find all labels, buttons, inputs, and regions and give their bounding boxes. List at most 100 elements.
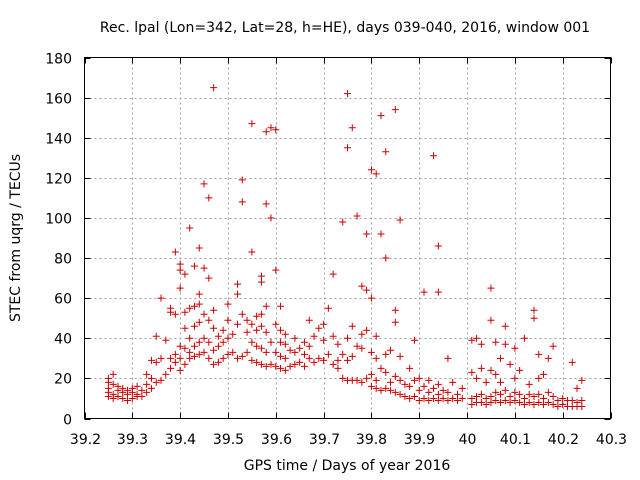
- data-point: [281, 330, 289, 338]
- data-point: [516, 366, 524, 374]
- data-point: [396, 352, 404, 360]
- data-point: [525, 398, 533, 406]
- y-tick-label: 20: [54, 372, 72, 388]
- data-point: [195, 338, 203, 346]
- data-point: [482, 400, 490, 408]
- data-point: [248, 320, 256, 328]
- data-point: [238, 352, 246, 360]
- data-point: [119, 384, 127, 392]
- data-point: [181, 308, 189, 316]
- data-point: [291, 334, 299, 342]
- data-point: [339, 374, 347, 382]
- data-point: [434, 396, 442, 404]
- data-point: [234, 290, 242, 298]
- x-tick-label: 39.7: [309, 432, 340, 448]
- data-point: [262, 348, 270, 356]
- data-point: [210, 346, 218, 354]
- data-point: [363, 230, 371, 238]
- data-point: [367, 370, 375, 378]
- data-point: [167, 364, 175, 372]
- data-point: [320, 320, 328, 328]
- data-point: [415, 386, 423, 394]
- data-point: [372, 354, 380, 362]
- data-point: [300, 350, 308, 358]
- data-point: [195, 318, 203, 326]
- data-point: [200, 264, 208, 272]
- data-point: [205, 354, 213, 362]
- data-point: [248, 248, 256, 256]
- data-point: [205, 338, 213, 346]
- data-point: [277, 302, 285, 310]
- data-point: [281, 366, 289, 374]
- data-point: [267, 338, 275, 346]
- data-point: [152, 378, 160, 386]
- data-point: [434, 242, 442, 250]
- data-point: [434, 288, 442, 296]
- data-point: [511, 344, 519, 352]
- data-point: [482, 378, 490, 386]
- data-point: [167, 354, 175, 362]
- data-point: [243, 316, 251, 324]
- data-point: [339, 218, 347, 226]
- data-point: [205, 274, 213, 282]
- data-point: [382, 350, 390, 358]
- data-point: [377, 364, 385, 372]
- data-point: [262, 200, 270, 208]
- data-point: [367, 348, 375, 356]
- data-point: [391, 388, 399, 396]
- data-point: [238, 198, 246, 206]
- data-point: [133, 382, 141, 390]
- data-point: [535, 390, 543, 398]
- data-point: [234, 354, 242, 362]
- data-point: [420, 394, 428, 402]
- data-point: [372, 384, 380, 392]
- data-point: [387, 346, 395, 354]
- data-point: [477, 340, 485, 348]
- data-point: [387, 386, 395, 394]
- data-point: [473, 334, 481, 342]
- data-point: [372, 170, 380, 178]
- data-point: [205, 316, 213, 324]
- data-point: [272, 362, 280, 370]
- data-point: [363, 326, 371, 334]
- data-point: [344, 144, 351, 152]
- data-point: [305, 342, 313, 350]
- data-point: [162, 336, 170, 344]
- data-point: [396, 376, 404, 384]
- data-point: [444, 396, 452, 404]
- x-tick-label: 40.1: [500, 432, 531, 448]
- data-point: [391, 372, 399, 380]
- data-point: [401, 380, 409, 388]
- data-point: [530, 400, 538, 408]
- data-point: [186, 224, 194, 232]
- data-point: [262, 362, 270, 370]
- data-point: [492, 338, 500, 346]
- data-point: [497, 398, 505, 406]
- data-point: [124, 386, 132, 394]
- data-point: [171, 248, 179, 256]
- data-point: [415, 374, 423, 382]
- data-point: [157, 354, 165, 362]
- data-point: [243, 348, 251, 356]
- data-point: [549, 392, 557, 400]
- data-point: [234, 320, 242, 328]
- data-point: [114, 392, 122, 400]
- data-point: [516, 398, 524, 406]
- data-point: [291, 348, 299, 356]
- data-point: [214, 358, 222, 366]
- data-point: [214, 342, 222, 350]
- data-point: [253, 358, 261, 366]
- data-point: [334, 340, 342, 348]
- data-point: [171, 358, 179, 366]
- data-point: [578, 376, 586, 384]
- data-point: [181, 360, 189, 368]
- data-point: [420, 288, 428, 296]
- data-point: [358, 378, 366, 386]
- y-tick-label: 140: [45, 132, 72, 148]
- data-point: [224, 334, 232, 342]
- data-point: [578, 396, 586, 404]
- data-point: [219, 338, 227, 346]
- data-point: [468, 394, 476, 402]
- plot-frame: [84, 57, 611, 419]
- x-tick-label: 39.3: [117, 432, 148, 448]
